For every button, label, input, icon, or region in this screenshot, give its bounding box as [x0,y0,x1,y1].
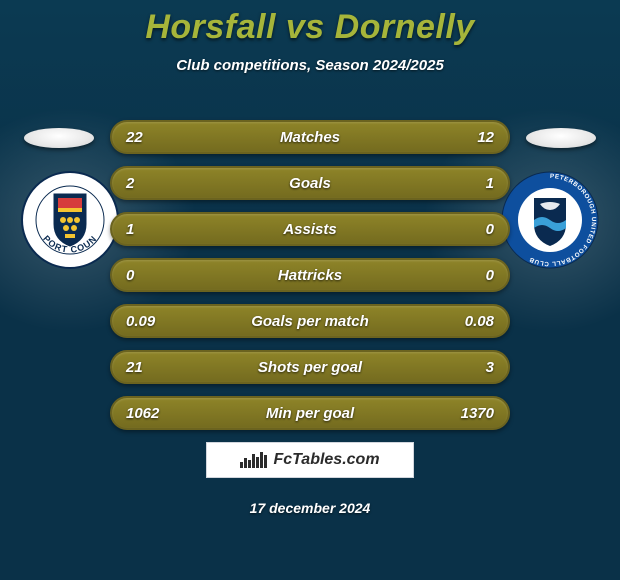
stat-row: 21Shots per goal3 [110,350,510,384]
stat-row: 1062Min per goal1370 [110,396,510,430]
competition-subtitle: Club competitions, Season 2024/2025 [0,57,620,74]
player2-name: Dornelly [335,8,475,46]
club-crest-right-icon: PETERBOROUGH UNITED FOOTBALL CLUB [500,170,600,270]
stat-label: Min per goal [112,405,508,422]
stat-row: 2Goals1 [110,166,510,200]
snapshot-date: 17 december 2024 [0,500,620,516]
player1-name: Horsfall [145,8,276,46]
stat-label: Matches [112,129,508,146]
stat-label: Hattricks [112,267,508,284]
country-flag-left [24,128,94,148]
stat-label: Assists [112,221,508,238]
club-badge-left: PORT COUN [20,170,120,270]
stat-row: 1Assists0 [110,212,510,246]
club-crest-left-icon: PORT COUN [20,170,120,270]
fctables-label: FcTables.com [273,451,379,469]
stats-panel: 22Matches12 2Goals1 1Assists0 0Hattricks0 0.… [110,120,510,442]
stat-row: 0.09Goals per match0.08 [110,304,510,338]
club-badge-right: PETERBOROUGH UNITED FOOTBALL CLUB [500,170,600,270]
stat-label: Shots per goal [112,359,508,376]
stat-row: 22Matches12 [110,120,510,154]
stat-row: 0Hattricks0 [110,258,510,292]
comparison-title: Horsfall vs Dornelly [0,0,620,47]
vs-separator: vs [286,8,325,46]
fctables-watermark: FcTables.com [206,442,414,478]
stat-label: Goals per match [112,313,508,330]
stat-label: Goals [112,175,508,192]
country-flag-right [526,128,596,148]
fctables-logo-icon [240,452,267,468]
